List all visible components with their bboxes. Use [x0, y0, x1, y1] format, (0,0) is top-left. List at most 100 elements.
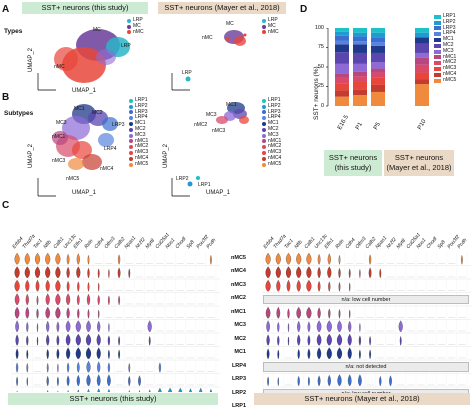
bar-segment	[353, 36, 367, 42]
panel-letter-b: B	[2, 92, 10, 103]
violin-shape	[96, 374, 101, 386]
violin-shape	[87, 309, 90, 319]
legend-label: MC3	[268, 131, 279, 138]
legend-swatch	[262, 127, 266, 132]
legend-swatch	[262, 156, 266, 161]
bar-segment	[335, 28, 349, 32]
violin-shape	[379, 375, 382, 386]
legend-swatch	[129, 122, 133, 127]
legend-label: nMC3	[268, 149, 282, 156]
chart-legend-swatch	[434, 26, 441, 31]
chart-legend-label: MC3	[443, 47, 454, 54]
legend-swatch	[262, 151, 266, 156]
bar-segment	[353, 41, 367, 45]
bottom-banner-mayer: SST+ neurons (Mayer et al., 2018)	[254, 393, 470, 405]
violin-shape	[66, 280, 70, 292]
violin-shape	[98, 309, 100, 319]
violin-shape	[285, 266, 292, 278]
violin-shape	[286, 279, 291, 292]
violin-shape	[316, 333, 322, 346]
violin-shape	[55, 252, 61, 265]
chart-legend-swatch	[434, 61, 441, 66]
violin-shape	[36, 323, 39, 332]
violin-shape	[75, 333, 81, 346]
bar-segment	[353, 71, 367, 77]
violin-shape	[265, 306, 271, 319]
violin-shape	[76, 361, 80, 373]
chart-legend-swatch	[434, 67, 441, 72]
violin-shape	[46, 348, 49, 359]
legend-item: nMC5	[262, 160, 282, 168]
b-left-mc3: MC3	[56, 120, 67, 126]
chart-legend-swatch	[434, 38, 441, 43]
violin-shape	[76, 294, 80, 305]
panel-letter-c: C	[2, 200, 10, 211]
chart-legend-label: nMC5	[443, 76, 457, 83]
chart-legend-item: nMC2	[434, 60, 456, 66]
violin-shape	[287, 308, 290, 319]
legend-swatch	[129, 104, 133, 109]
legend-label: nMC5	[268, 160, 282, 167]
violin-shape	[338, 255, 341, 265]
violin-shape	[317, 280, 321, 292]
violin-shape	[359, 323, 361, 332]
violin-shape	[128, 390, 130, 392]
violin-shape	[379, 268, 382, 278]
cluster-label-nmc: nMC	[54, 64, 65, 70]
panel-letter-d: D	[300, 4, 308, 15]
row-label-types: Types	[4, 28, 23, 35]
violin-shape	[189, 388, 192, 392]
violin-shape	[338, 309, 341, 319]
legend-swatch	[129, 116, 133, 121]
violin-shape	[148, 389, 151, 392]
violin-shape	[65, 320, 71, 332]
violin-shape	[306, 252, 312, 265]
violin-shape	[45, 293, 50, 305]
violin-shape	[107, 335, 111, 346]
bar-segment	[353, 81, 367, 90]
chart-banner-mayer: SST+ neurons (Mayer et al., 2018)	[384, 150, 454, 176]
violin-shape	[57, 363, 59, 373]
violin-shape	[287, 323, 290, 332]
violin-shape	[107, 362, 111, 373]
legend-label: nMC4	[135, 154, 149, 161]
violin-shape	[35, 279, 40, 292]
chart-legend-swatch	[434, 49, 441, 54]
violin-shape	[337, 374, 342, 386]
violin-shape	[287, 336, 290, 346]
legend-item: LRP4	[129, 115, 148, 121]
violin-shape	[276, 306, 281, 319]
legend-label: nMC	[133, 28, 144, 35]
violin-shape	[26, 377, 28, 386]
violin-shape	[97, 294, 100, 305]
violin-shape	[86, 320, 91, 332]
violin-shape	[97, 388, 101, 392]
b-left-mc2: MC2	[92, 110, 103, 116]
legend-item: LRP	[127, 17, 144, 24]
legend-item: nMC5	[129, 161, 148, 168]
violin-shape	[210, 255, 212, 265]
chart-legend-label: LRP4	[443, 30, 456, 37]
chart-legend-label: LRP1	[443, 13, 456, 19]
umap-y-label-b-right: UMAP_2	[163, 143, 169, 168]
chart-banner-this-study: SST+ neurons (this study)	[324, 150, 382, 176]
legend-swatch	[127, 18, 131, 23]
legend-item: nMC3	[262, 149, 282, 156]
na-not-detected-lrp4: n/a: not detected	[263, 362, 469, 372]
violin-shape	[66, 362, 70, 373]
violin-shape	[87, 282, 90, 292]
violin-shape	[317, 253, 321, 265]
legend-label: MC3	[135, 131, 146, 138]
violin-shape	[118, 295, 120, 305]
legend-label: MC1	[268, 120, 279, 127]
violin-shape	[209, 388, 213, 392]
chart-legend-item: nMC1	[434, 54, 456, 61]
cluster-row-label: LRP4	[231, 362, 246, 369]
violin-shape	[55, 266, 61, 278]
violin-shape	[348, 320, 352, 332]
bar-segment	[335, 40, 349, 45]
cluster-label-lrp: LRP	[121, 43, 131, 49]
legend-label: LRP3	[135, 108, 148, 115]
violin-shape	[349, 282, 351, 292]
violin-shape	[45, 266, 51, 278]
